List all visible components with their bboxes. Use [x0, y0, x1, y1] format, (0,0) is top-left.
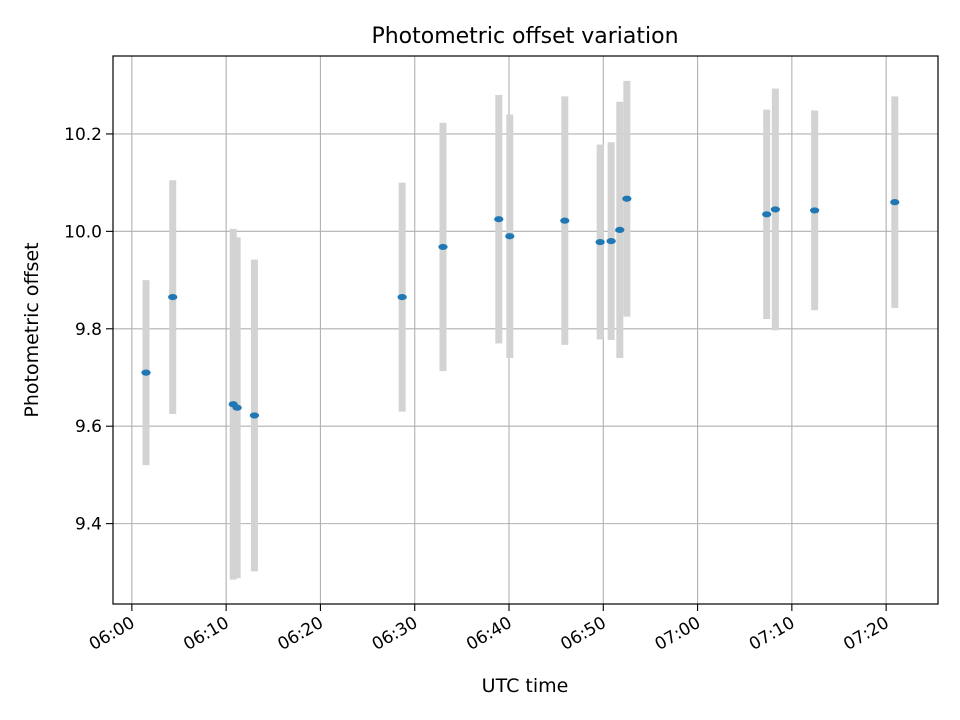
x-tick-label: 06:20: [274, 613, 326, 655]
data-point: [622, 195, 632, 202]
data-point: [438, 243, 448, 251]
x-tick-label: 06:40: [463, 613, 515, 655]
x-tick-label: 06:30: [369, 613, 421, 655]
y-tick-label: 9.6: [75, 417, 102, 437]
y-tick-label: 10.2: [64, 125, 102, 145]
x-axis-label: UTC time: [482, 675, 569, 697]
data-point: [232, 404, 242, 411]
data-point: [168, 294, 178, 301]
y-tick-label: 9.8: [75, 320, 102, 340]
data-point: [141, 369, 151, 376]
data-point: [606, 238, 616, 245]
y-axis-label: Photometric offset: [21, 242, 43, 417]
data-points: [141, 195, 900, 419]
data-point: [770, 206, 780, 213]
data-point: [397, 294, 407, 301]
data-point: [762, 211, 772, 218]
data-point: [890, 199, 900, 206]
y-tick-label: 10.0: [64, 222, 102, 242]
data-point: [595, 238, 605, 246]
data-point: [494, 216, 504, 223]
x-tick-label: 06:10: [180, 613, 232, 655]
error-bars: [142, 80, 899, 580]
y-axis-ticks: 9.4 9.6 9.8 10.0 10.2: [64, 125, 113, 535]
x-tick-label: 06:00: [86, 613, 138, 655]
x-tick-label: 07:20: [840, 613, 892, 655]
data-point: [615, 226, 625, 233]
y-tick-label: 9.4: [75, 515, 102, 535]
data-point: [505, 233, 515, 240]
chart-title: Photometric offset variation: [371, 24, 678, 49]
x-tick-label: 06:50: [557, 613, 609, 655]
plot-area-frame: [112, 55, 939, 605]
data-point: [249, 412, 260, 419]
x-tick-label: 07:00: [652, 613, 704, 655]
data-point: [810, 207, 820, 214]
x-axis-ticks: 06:00 06:10 06:20 06:30 06:40 06:50 07:00 07:10…: [86, 604, 893, 655]
x-tick-label: 07:10: [746, 613, 798, 655]
data-point: [560, 217, 570, 224]
